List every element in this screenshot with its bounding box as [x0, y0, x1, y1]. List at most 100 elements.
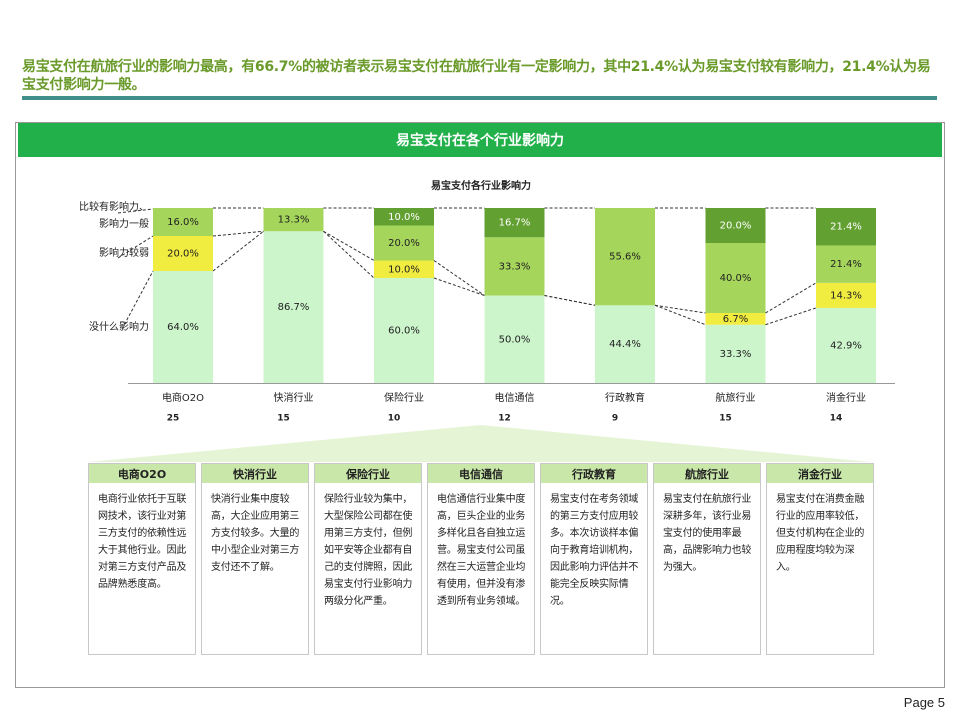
- data-label: 6.7%: [723, 314, 748, 325]
- connector-line: [212, 230, 264, 272]
- bar-segment-general: [153, 208, 213, 236]
- card-body: 电信通信行业集中度高，巨头企业的业务多样化且各自独立运营。易宝支付公司虽然在三大…: [437, 494, 526, 607]
- card-title: 行政教育: [541, 464, 647, 483]
- connector-line: [765, 282, 817, 314]
- data-label: 16.7%: [499, 218, 531, 229]
- data-label: 64.0%: [167, 322, 199, 333]
- category-label: 消金行业: [826, 391, 866, 404]
- page-number: Page 5: [903, 695, 945, 710]
- bar-segment-weak: [705, 313, 766, 325]
- legend-label-line1: 影响力较弱: [99, 246, 149, 259]
- card-body: 易宝支付在考务领域的第三方支付应用较多。本次访谈样本偏向于教育培训机构，因此影响…: [550, 494, 639, 607]
- card-title: 保险行业: [315, 464, 421, 483]
- bar-segment-none: [153, 271, 213, 383]
- bar-segment-weak: [153, 236, 213, 271]
- card-education: 行政教育 易宝支付在考务领域的第三方支付应用较多。本次访谈样本偏向于教育培训机构…: [540, 463, 648, 655]
- bar-segment-general: [816, 245, 876, 283]
- category-label: 行政教育: [605, 391, 645, 404]
- panel-title: 易宝支付在各个行业影响力: [18, 123, 942, 157]
- bar-segment-weak: [374, 260, 434, 278]
- category-label: 快消行业: [274, 391, 314, 404]
- connector-line: [212, 230, 264, 237]
- card-insurance: 保险行业 保险行业较为集中，大型保险公司都在使用第三方支付，但例如平安等企业都有…: [314, 463, 422, 655]
- card-body: 电商行业依托于互联网技术，该行业对第三方支付的依赖性远大于其他行业。因此对第三方…: [98, 494, 187, 590]
- bar-segment-general: [263, 208, 324, 232]
- data-label: 21.4%: [830, 259, 862, 270]
- bar-segment-none: [595, 305, 655, 383]
- sample-size-label: 15: [719, 414, 732, 424]
- data-label: 13.3%: [278, 215, 310, 226]
- bar-segment-none: [705, 324, 766, 383]
- sample-size-label: 14: [830, 414, 843, 424]
- connector-line: [433, 260, 485, 296]
- card-body: 快消行业集中度较高，大企业应用第三方支付较多。大量的中小型企业对第三方支付还不了…: [211, 494, 300, 573]
- headline: 易宝支付在航旅行业的影响力最高，有66.7%的被访者表示易宝支付在航旅行业有一定…: [22, 59, 931, 93]
- category-label: 电商O2O: [162, 391, 204, 404]
- data-label: 50.0%: [499, 334, 531, 345]
- bar-segment-strong: [484, 208, 545, 238]
- data-label: 33.3%: [499, 261, 531, 272]
- connector-line: [765, 307, 817, 326]
- data-label: 60.0%: [388, 326, 420, 337]
- data-label: 40.0%: [720, 273, 752, 284]
- bar-segment-strong: [374, 208, 434, 226]
- bar-segment-strong: [705, 208, 766, 243]
- data-label: 33.3%: [720, 349, 752, 360]
- bar-segment-strong: [816, 208, 876, 246]
- sample-size-label: 10: [388, 414, 401, 424]
- bar-segment-weak: [816, 282, 876, 308]
- data-label: 20.0%: [167, 249, 199, 260]
- legend-label-line2: 影响力一般: [99, 217, 149, 230]
- bar-segment-general: [484, 237, 545, 296]
- card-fmcg: 快消行业 快消行业集中度较高，大企业应用第三方支付较多。大量的中小型企业对第三方…: [201, 463, 309, 655]
- connector-line: [323, 230, 375, 279]
- card-title: 航旅行业: [654, 464, 760, 483]
- headline-divider: [22, 96, 937, 100]
- data-label: 14.3%: [830, 290, 862, 301]
- card-title: 消金行业: [767, 464, 873, 483]
- legend-label-line1: 没什么影响力: [89, 320, 149, 333]
- bar-segment-none: [374, 278, 434, 383]
- connector-line: [323, 230, 375, 261]
- bar-segment-none: [816, 307, 876, 383]
- data-label: 10.0%: [388, 212, 420, 223]
- chart-title: 易宝支付各行业影响力: [431, 179, 531, 192]
- legend-pointer: [121, 270, 154, 330]
- bar-segment-general: [595, 208, 655, 306]
- sample-size-label: 12: [498, 414, 511, 424]
- category-label: 电信通信: [495, 391, 535, 404]
- bar-segment-none: [263, 231, 324, 383]
- card-consumer-finance: 消金行业 易宝支付在消费金融行业的应用率较低，但支付机构在企业的应用程度均较为深…: [766, 463, 874, 655]
- card-aviation: 航旅行业 易宝支付在航旅行业深耕多年，该行业易宝支付的使用率最高，品牌影响力也较…: [653, 463, 761, 655]
- sample-size-label: 25: [167, 414, 180, 424]
- data-label: 55.6%: [609, 252, 641, 263]
- data-label: 44.4%: [609, 339, 641, 350]
- legend-label-line1: 比较有影响力、: [79, 200, 149, 213]
- card-title: 电信通信: [428, 464, 534, 483]
- sample-size-label: 15: [277, 414, 290, 424]
- connector-line: [544, 295, 596, 306]
- category-label: 航旅行业: [716, 391, 756, 404]
- connector-line: [433, 277, 485, 296]
- card-ecommerce: 电商O2O 电商行业依托于互联网技术，该行业对第三方支付的依赖性远大于其他行业。…: [88, 463, 196, 655]
- data-label: 86.7%: [278, 302, 310, 313]
- card-body: 易宝支付在消费金融行业的应用率较低，但支付机构在企业的应用程度均较为深入。: [776, 494, 865, 573]
- data-label: 10.0%: [388, 264, 420, 275]
- data-label: 21.4%: [830, 222, 862, 233]
- card-body: 易宝支付在航旅行业深耕多年，该行业易宝支付的使用率最高，品牌影响力也较为强大。: [663, 494, 752, 573]
- connector-line: [654, 304, 706, 314]
- bar-segment-none: [484, 295, 545, 383]
- legend-pointer: [117, 235, 154, 259]
- legend-pointer: [117, 208, 154, 214]
- category-label: 保险行业: [384, 391, 424, 404]
- data-label: 20.0%: [388, 238, 420, 249]
- sample-size-label: 9: [612, 414, 618, 424]
- data-label: 20.0%: [720, 221, 752, 232]
- card-title: 快消行业: [202, 464, 308, 483]
- bar-segment-general: [374, 225, 434, 261]
- card-telecom: 电信通信 电信通信行业集中度高，巨头企业的业务多样化且各自独立运营。易宝支付公司…: [427, 463, 535, 655]
- data-label: 16.0%: [167, 217, 199, 228]
- funnel-shape: [88, 425, 871, 462]
- connector-line: [654, 304, 706, 326]
